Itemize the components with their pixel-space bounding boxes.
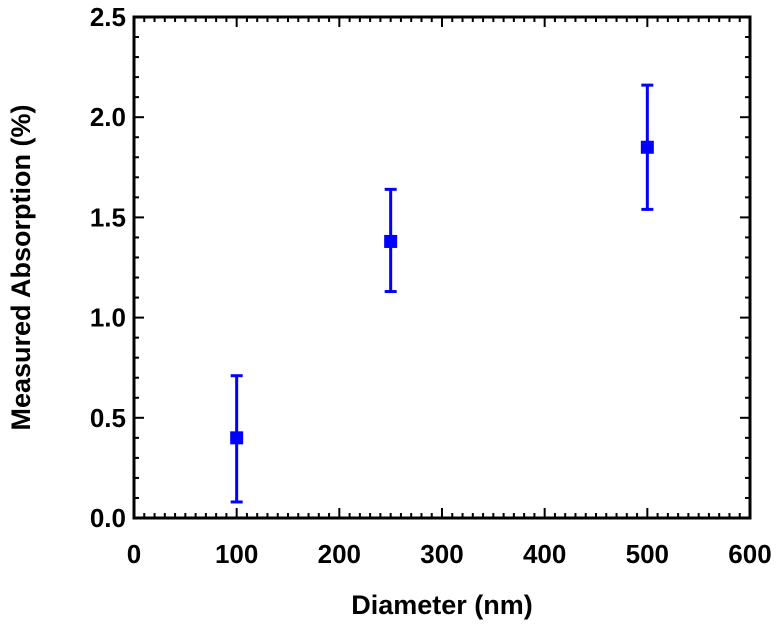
data-point-group <box>640 83 654 211</box>
y-axis-title: Measured Absorption (%) <box>6 104 36 430</box>
x-tick-label: 300 <box>420 539 463 569</box>
x-tick-labels: 0 100 200 300 400 500 600 <box>127 539 772 569</box>
data-point <box>384 234 398 248</box>
y-tick-label: 2.0 <box>90 102 126 132</box>
x-tick-label: 200 <box>318 539 361 569</box>
data-points <box>230 83 654 504</box>
data-point-group <box>230 374 244 504</box>
x-tick-label: 400 <box>523 539 566 569</box>
y-tick-label: 1.0 <box>90 303 126 333</box>
x-tick-label: 600 <box>728 539 771 569</box>
y-tick-label: 2.5 <box>90 2 126 32</box>
y-tick-label: 0.0 <box>90 503 126 533</box>
y-tick-label: 0.5 <box>90 403 126 433</box>
x-tick-label: 500 <box>626 539 669 569</box>
x-tick-label: 0 <box>127 539 141 569</box>
tick-marks <box>133 16 751 519</box>
plot-frame <box>132 15 752 520</box>
data-point <box>230 431 244 445</box>
data-point-group <box>384 187 398 294</box>
y-tick-label: 1.5 <box>90 202 126 232</box>
x-tick-label: 100 <box>215 539 258 569</box>
data-point <box>640 140 654 154</box>
y-tick-labels: 0.0 0.5 1.0 1.5 2.0 2.5 <box>90 2 126 533</box>
x-axis-title: Diameter (nm) <box>351 590 533 620</box>
